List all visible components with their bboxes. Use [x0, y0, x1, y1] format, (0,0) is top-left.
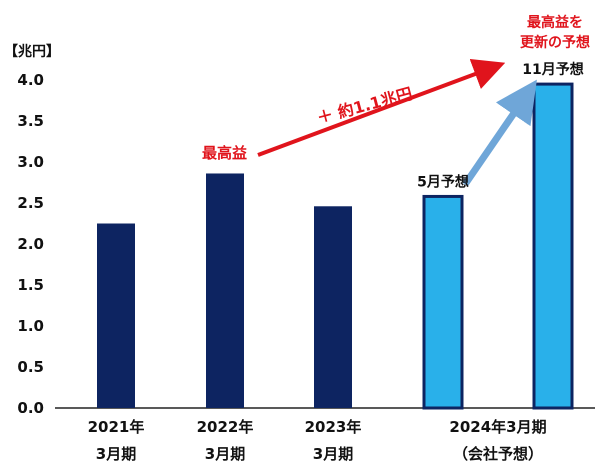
new-record-label-line2: 更新の予想	[520, 34, 590, 51]
y-tick-label: 0.0	[17, 399, 44, 417]
x-category-label-line2: 3月期	[96, 445, 136, 463]
forecast-bar	[422, 194, 464, 410]
unit-label: 【兆円】	[4, 44, 60, 60]
red-increase-arrow	[257, 58, 506, 157]
x-category-label-line1: 2024年3月期	[449, 418, 546, 436]
new-record-label-line1: 最高益を	[527, 14, 583, 31]
y-tick-label: 0.5	[17, 358, 44, 376]
y-tick-label: 2.0	[17, 235, 44, 253]
y-tick-label: 3.5	[17, 112, 44, 130]
y-tick-label: 1.0	[17, 317, 44, 335]
bars	[97, 82, 574, 410]
x-axis-labels: 2021年 3月期 2022年 3月期 2023年 3月期 2024年3月期 （会社予想）	[88, 418, 547, 463]
y-tick-label: 2.5	[17, 194, 44, 212]
x-category-label-line2: 3月期	[205, 445, 245, 463]
blue-revision-arrow	[462, 79, 537, 187]
x-category-label-line2: （会社予想）	[453, 445, 543, 463]
y-tick-label: 3.0	[17, 153, 44, 171]
increase-label: ＋ 約1.1兆円	[315, 84, 415, 128]
actual-bar	[314, 206, 352, 408]
y-axis-ticks: 0.0 0.5 1.0 1.5 2.0 2.5 3.0 3.5 4.0	[17, 71, 44, 417]
x-category-label-line2: 3月期	[313, 445, 353, 463]
y-tick-label: 1.5	[17, 276, 44, 294]
bar-value-label: 11月予想	[522, 61, 583, 78]
x-category-label-line1: 2022年	[197, 418, 254, 436]
x-category-label-line1: 2021年	[88, 418, 145, 436]
actual-bar	[206, 173, 244, 408]
y-tick-label: 4.0	[17, 71, 44, 89]
bar-value-label: 5月予想	[417, 173, 469, 190]
actual-bar	[97, 223, 135, 408]
bar-labels: 5月予想 11月予想	[417, 61, 584, 190]
forecast-bar	[532, 82, 574, 410]
record-label: 最高益	[202, 144, 247, 162]
x-category-label-line1: 2023年	[305, 418, 362, 436]
